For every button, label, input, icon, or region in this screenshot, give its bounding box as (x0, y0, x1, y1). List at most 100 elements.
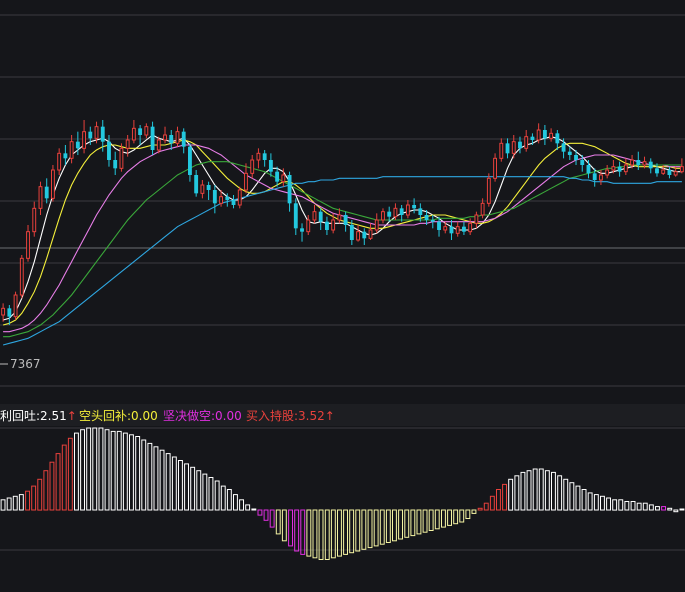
candle (188, 143, 192, 182)
candle (13, 291, 18, 320)
histogram-bar (581, 489, 587, 511)
candle (468, 218, 473, 235)
histogram-bar (502, 483, 508, 511)
candle (374, 213, 379, 234)
histogram-bar (422, 509, 428, 533)
candle (69, 135, 74, 164)
histogram-bar (355, 509, 361, 552)
candle (536, 123, 541, 144)
candle-body (293, 203, 298, 229)
candle-body (175, 131, 180, 144)
histogram-bar (86, 427, 92, 511)
histogram-bar (453, 509, 459, 525)
candle-body (256, 152, 261, 161)
candle-body (131, 127, 136, 141)
candle-body (468, 222, 473, 233)
candle-body (225, 196, 230, 200)
histogram-bar (49, 461, 55, 511)
candle-body (275, 171, 280, 182)
candle-body (318, 211, 323, 222)
candle (57, 148, 62, 175)
histogram-bar (92, 427, 98, 511)
candle (287, 171, 292, 212)
candle (131, 120, 136, 144)
candle (405, 200, 410, 219)
candle (430, 215, 435, 229)
histogram-bar (593, 494, 599, 511)
candle (113, 151, 118, 175)
candle-body (493, 157, 497, 179)
histogram-bar (477, 507, 483, 511)
histogram-bar (587, 492, 593, 511)
histogram-bar (465, 509, 471, 519)
candle-body (244, 172, 248, 191)
ma-line-ma20 (3, 144, 682, 333)
candlestick-series (1, 120, 684, 325)
histogram-bar (404, 509, 410, 538)
candle (549, 128, 554, 142)
histogram-bar (18, 494, 24, 511)
candle-body (13, 294, 18, 318)
candle-body (343, 215, 348, 225)
candle (337, 208, 342, 224)
candle (486, 173, 491, 207)
candle (7, 305, 12, 325)
candle (493, 153, 497, 182)
candle-body (611, 166, 616, 171)
candle-body (163, 134, 167, 141)
candle (642, 156, 647, 169)
price-grid (0, 14, 685, 326)
histogram-bar (159, 449, 165, 511)
histogram-bar (508, 478, 514, 511)
candle (455, 221, 460, 237)
candle-body (661, 169, 666, 174)
candle-body (405, 204, 410, 216)
candle (100, 120, 105, 152)
histogram-bar (551, 471, 556, 511)
histogram-bar (239, 499, 245, 511)
histogram-bar (410, 509, 416, 537)
histogram-bar (122, 432, 128, 511)
histogram-bar (98, 427, 104, 511)
candle-body (188, 146, 192, 175)
candle (505, 138, 510, 159)
candle-body (455, 226, 460, 234)
histogram-bar (526, 470, 532, 511)
candle-body (331, 219, 336, 231)
candle (343, 211, 348, 232)
candle (275, 166, 280, 187)
candle (605, 165, 610, 179)
candle (268, 153, 273, 177)
candle-body (518, 141, 522, 149)
histogram-bar (263, 509, 269, 521)
histogram-bar (324, 509, 330, 560)
candle (511, 135, 516, 159)
candle (424, 210, 429, 225)
candle-body (26, 231, 30, 259)
candle-body (561, 143, 566, 152)
histogram-bar (43, 470, 49, 511)
histogram-bar (104, 429, 110, 511)
histogram-bar (251, 508, 257, 511)
candle (349, 220, 354, 245)
histogram-bar (31, 485, 37, 511)
candle-body (237, 189, 242, 206)
candle-body (617, 166, 622, 172)
candle (555, 130, 560, 150)
candle (673, 166, 678, 177)
candle-body (368, 229, 373, 239)
candle-body (287, 175, 292, 204)
candle (480, 198, 485, 219)
candle (231, 195, 236, 209)
candle (331, 213, 336, 234)
candle-body (437, 221, 441, 230)
candle-body (499, 142, 504, 159)
candle (163, 126, 167, 144)
candle (381, 208, 385, 224)
candle (256, 148, 261, 169)
candle (474, 211, 479, 229)
candle (82, 120, 86, 154)
histogram-bar (496, 489, 501, 511)
